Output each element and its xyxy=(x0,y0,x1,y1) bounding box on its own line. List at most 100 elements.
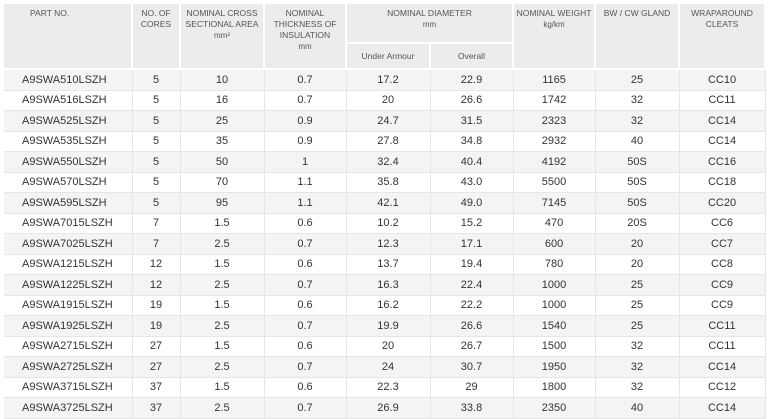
cell-cleats: CC8 xyxy=(679,254,766,275)
cell-gland: 32 xyxy=(595,110,680,132)
cell-under-armour: 24 xyxy=(346,356,431,378)
header-area: NOMINAL CROSS SECTIONAL AREA mm² xyxy=(180,4,265,70)
cell-cleats: CC14 xyxy=(679,110,766,132)
table-row: A9SWA1215LSZH 12 1.5 0.6 13.7 19.4 780 20 CC8 xyxy=(4,254,766,275)
header-cleats: WRAPAROUND CLEATS xyxy=(679,4,767,70)
cell-gland: 32 xyxy=(595,336,680,357)
cell-part-no: A9SWA2715LSZH xyxy=(4,336,133,357)
cell-weight: 1950 xyxy=(513,356,596,378)
cell-weight: 4192 xyxy=(513,151,596,173)
cell-insulation: 1 xyxy=(264,151,347,173)
cell-area: 70 xyxy=(180,172,265,193)
cell-cores: 5 xyxy=(132,131,181,152)
cell-weight: 470 xyxy=(513,213,596,234)
cell-insulation: 0.6 xyxy=(264,336,347,357)
cell-weight: 1540 xyxy=(513,315,596,337)
cell-cleats: CC14 xyxy=(679,397,766,419)
cell-overall: 19.4 xyxy=(430,254,514,275)
cell-part-no: A9SWA595LSZH xyxy=(4,192,133,214)
cell-cleats: CC6 xyxy=(679,213,766,234)
cell-gland: 50S xyxy=(595,172,680,193)
table-header: PART NO. NO. OF CORES NOMINAL CROSS SECT… xyxy=(4,4,767,70)
cell-insulation: 0.6 xyxy=(264,295,347,316)
cell-cores: 19 xyxy=(132,315,181,337)
cell-under-armour: 42.1 xyxy=(346,192,431,214)
table-row: A9SWA510LSZH 5 10 0.7 17.2 22.9 1165 25 CC10 xyxy=(4,69,766,91)
cell-overall: 31.5 xyxy=(430,110,514,132)
cell-insulation: 1.1 xyxy=(264,192,347,214)
cell-weight: 7145 xyxy=(513,192,596,214)
cell-cleats: CC14 xyxy=(679,131,766,152)
cell-under-armour: 24.7 xyxy=(346,110,431,132)
cell-overall: 49.0 xyxy=(430,192,514,214)
table-row: A9SWA516LSZH 5 16 0.7 20 26.6 1742 32 CC11 xyxy=(4,90,766,111)
cell-cleats: CC12 xyxy=(679,377,766,398)
cell-area: 1.5 xyxy=(180,254,265,275)
cell-area: 2.5 xyxy=(180,274,265,296)
cell-part-no: A9SWA7025LSZH xyxy=(4,233,133,255)
cell-overall: 22.9 xyxy=(430,69,514,91)
cell-under-armour: 19.9 xyxy=(346,315,431,337)
cell-part-no: A9SWA3725LSZH xyxy=(4,397,133,419)
table-row: A9SWA3725LSZH 37 2.5 0.7 26.9 33.8 2350 40 CC14 xyxy=(4,397,766,419)
cell-gland: 25 xyxy=(595,295,680,316)
cell-cores: 12 xyxy=(132,274,181,296)
header-gland: BW / CW GLAND xyxy=(595,4,681,70)
cell-gland: 25 xyxy=(595,274,680,296)
cell-overall: 40.4 xyxy=(430,151,514,173)
cell-overall: 29 xyxy=(430,377,514,398)
cell-cores: 5 xyxy=(132,69,181,91)
cell-under-armour: 13.7 xyxy=(346,254,431,275)
cell-weight: 1800 xyxy=(513,377,596,398)
cell-area: 1.5 xyxy=(180,377,265,398)
table-row: A9SWA595LSZH 5 95 1.1 42.1 49.0 7145 50S CC20 xyxy=(4,192,766,214)
cell-part-no: A9SWA1915LSZH xyxy=(4,295,133,316)
cell-weight: 1500 xyxy=(513,336,596,357)
cell-part-no: A9SWA535LSZH xyxy=(4,131,133,152)
cell-area: 2.5 xyxy=(180,315,265,337)
header-under-armour: Under Armour xyxy=(346,43,431,70)
table-row: A9SWA7015LSZH 7 1.5 0.6 10.2 15.2 470 20S CC6 xyxy=(4,213,766,234)
cell-insulation: 0.7 xyxy=(264,315,347,337)
cell-area: 50 xyxy=(180,151,265,173)
cell-insulation: 0.7 xyxy=(264,233,347,255)
cell-weight: 2932 xyxy=(513,131,596,152)
cell-part-no: A9SWA7015LSZH xyxy=(4,213,133,234)
cell-area: 2.5 xyxy=(180,233,265,255)
cell-gland: 50S xyxy=(595,192,680,214)
cell-weight: 1742 xyxy=(513,90,596,111)
table-row: A9SWA535LSZH 5 35 0.9 27.8 34.8 2932 40 CC14 xyxy=(4,131,766,152)
cell-cleats: CC16 xyxy=(679,151,766,173)
cell-insulation: 0.7 xyxy=(264,274,347,296)
cell-under-armour: 10.2 xyxy=(346,213,431,234)
cell-gland: 40 xyxy=(595,131,680,152)
cell-insulation: 0.9 xyxy=(264,131,347,152)
cell-part-no: A9SWA550LSZH xyxy=(4,151,133,173)
cell-cores: 5 xyxy=(132,90,181,111)
cell-gland: 25 xyxy=(595,315,680,337)
cell-cores: 5 xyxy=(132,172,181,193)
header-insulation: NOMINAL THICKNESS OF INSULATION mm xyxy=(264,4,347,70)
cell-gland: 32 xyxy=(595,377,680,398)
cable-spec-table: PART NO. NO. OF CORES NOMINAL CROSS SECT… xyxy=(4,4,767,419)
table-row: A9SWA1225LSZH 12 2.5 0.7 16.3 22.4 1000 25 CC9 xyxy=(4,274,766,296)
cell-weight: 600 xyxy=(513,233,596,255)
cell-cleats: CC10 xyxy=(679,69,766,91)
cell-area: 1.5 xyxy=(180,213,265,234)
cell-part-no: A9SWA516LSZH xyxy=(4,90,133,111)
cell-insulation: 0.6 xyxy=(264,254,347,275)
cell-under-armour: 20 xyxy=(346,90,431,111)
cell-insulation: 0.7 xyxy=(264,90,347,111)
cell-overall: 26.6 xyxy=(430,315,514,337)
cell-under-armour: 32.4 xyxy=(346,151,431,173)
cell-overall: 34.8 xyxy=(430,131,514,152)
cell-insulation: 0.9 xyxy=(264,110,347,132)
table-row: A9SWA525LSZH 5 25 0.9 24.7 31.5 2323 32 CC14 xyxy=(4,110,766,132)
cell-area: 95 xyxy=(180,192,265,214)
header-diameter-unit: mm xyxy=(422,20,437,29)
cell-cores: 19 xyxy=(132,295,181,316)
cell-gland: 20 xyxy=(595,233,680,255)
cell-cores: 7 xyxy=(132,233,181,255)
table-row: A9SWA570LSZH 5 70 1.1 35.8 43.0 5500 50S CC18 xyxy=(4,172,766,193)
table-row: A9SWA1925LSZH 19 2.5 0.7 19.9 26.6 1540 25 CC11 xyxy=(4,315,766,337)
